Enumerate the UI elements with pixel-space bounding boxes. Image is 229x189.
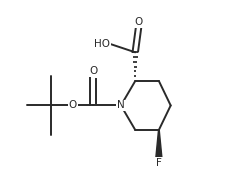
- Text: F: F: [155, 158, 161, 168]
- Text: N: N: [117, 101, 124, 110]
- Text: O: O: [68, 101, 77, 110]
- Polygon shape: [155, 130, 161, 158]
- Text: HO: HO: [93, 39, 109, 49]
- Text: O: O: [89, 66, 97, 76]
- Text: O: O: [134, 17, 142, 27]
